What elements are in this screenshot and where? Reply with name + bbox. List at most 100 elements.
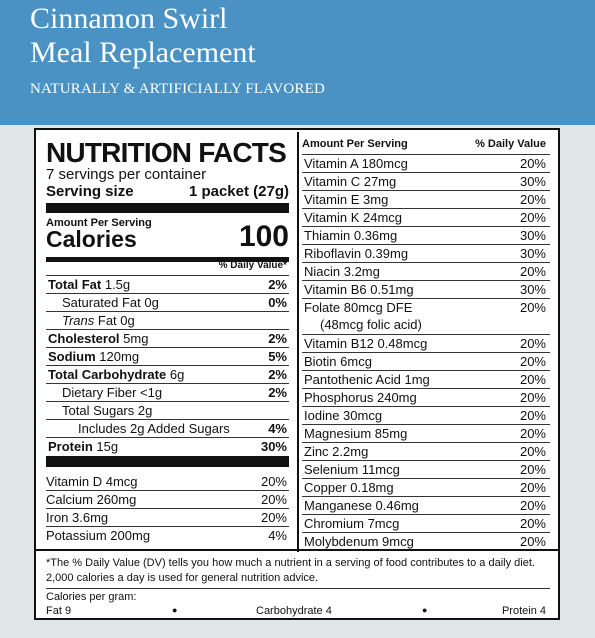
vitamin-dv: 20% — [519, 516, 546, 531]
vitamin-row: Molybdenum 9mcg 20% — [302, 532, 550, 550]
vitamin-dv: 20% — [519, 336, 546, 351]
vitamin-dv: 20% — [519, 408, 546, 423]
vitamin-dv: 20% — [519, 480, 546, 495]
vitamin-name: Vitamin K 24mcg — [304, 210, 403, 225]
nutrient-row: Total Carbohydrate 6g 2% — [46, 365, 289, 384]
vitamin-name: Niacin 3.2mg — [304, 264, 380, 279]
calories-value: 100 — [238, 220, 289, 253]
mineral-dv: 4% — [268, 528, 287, 543]
vitamin-row: Thiamin 0.36mg 30% — [302, 226, 550, 244]
vitamin-dv: 20% — [519, 264, 546, 279]
mineral-name: Iron 3.6mg — [46, 510, 109, 525]
nutrient-amount: <1g — [140, 385, 163, 400]
nutrient-dv: 5% — [268, 349, 287, 364]
vitamin-row: Zinc 2.2mg 20% — [302, 442, 550, 460]
mineral-name: Calcium 260mg — [46, 492, 137, 507]
vitamin-row: Vitamin B12 0.48mcg 20% — [302, 334, 550, 352]
footnote-divider — [46, 588, 550, 589]
thick-divider — [46, 203, 289, 213]
vitamin-name-detail: (48mcg folic acid) — [320, 317, 422, 332]
brand-header: Cinnamon Swirl Meal Replacement NATURALL… — [0, 0, 595, 125]
vitamin-dv: 30% — [519, 282, 546, 297]
vitamin-dv: 20% — [519, 462, 546, 477]
vitamin-dv: 30% — [519, 246, 546, 261]
carb-calories: Carbohydrate 4 — [256, 605, 332, 617]
vitamin-dv: 30% — [519, 174, 546, 189]
nutrient-row: Dietary Fiber <1g 2% — [46, 383, 289, 402]
footer-divider — [36, 549, 558, 551]
vitamin-name: Riboflavin 0.39mg — [304, 246, 409, 261]
servings-per-container: 7 servings per container — [46, 166, 207, 183]
mineral-row: Iron 3.6mg 20% — [46, 509, 289, 527]
separator-dot: ● — [172, 605, 178, 615]
vitamin-row: Chromium 7mcg 20% — [302, 514, 550, 532]
vitamin-dv: 20% — [519, 372, 546, 387]
nutrient-name: Cholesterol — [48, 331, 120, 346]
nutrient-dv: 2% — [268, 385, 287, 400]
mineral-row: Vitamin D 4mcg 20% — [46, 473, 289, 491]
nutrient-name: Saturated Fat — [62, 295, 141, 310]
nutrient-dv: 2% — [268, 331, 287, 346]
nutrient-amount: 0g — [144, 295, 159, 310]
vitamin-dv: 20% — [519, 192, 546, 207]
calories-label: Calories — [46, 226, 137, 252]
vitamin-name: Copper 0.18mg — [304, 480, 394, 495]
vitamin-row: Copper 0.18mg 20% — [302, 478, 550, 496]
flavor-tagline: NATURALLY & ARTIFICIALLY FLAVORED — [30, 81, 326, 97]
mineral-dv: 20% — [260, 492, 287, 507]
mineral-row: Potassium 200mg 4% — [46, 527, 289, 544]
nutrient-row: Total Sugars 2g — [46, 401, 289, 420]
vitamin-name: Folate 80mcg DFE — [304, 300, 413, 315]
serving-size-label: Serving size — [46, 183, 134, 200]
nutrient-dv: 2% — [268, 367, 287, 382]
vitamin-name: Molybdenum 9mcg — [304, 534, 414, 549]
daily-value-footnote: *The % Daily Value (DV) tells you how mu… — [46, 557, 535, 584]
column-divider — [297, 132, 299, 552]
nutrient-name: Sodium — [48, 349, 96, 364]
nutrient-name: Total Sugars — [62, 403, 135, 418]
thick-divider — [46, 456, 289, 467]
serving-size: Serving size 1 packet (27g) — [46, 182, 289, 202]
vitamin-row: Biotin 6mcg 20% — [302, 352, 550, 370]
nutrient-amount: 120mg — [99, 349, 140, 364]
product-title: Cinnamon Swirl — [30, 2, 228, 35]
vitamin-row: Vitamin E 3mg 20% — [302, 190, 550, 208]
vitamin-row: Vitamin B6 0.51mg 30% — [302, 280, 550, 298]
vitamin-row: Niacin 3.2mg 20% — [302, 262, 550, 280]
nutrient-row: Sodium 120mg 5% — [46, 347, 289, 366]
separator-dot: ● — [422, 605, 428, 615]
amount-per-serving-header: Amount Per Serving — [302, 138, 408, 150]
nutrient-row: Trans Fat 0g — [46, 311, 289, 330]
medium-divider — [46, 257, 289, 262]
nutrient-amount: Fat 0g — [97, 313, 135, 328]
vitamin-name: Phosphorus 240mg — [304, 390, 417, 405]
vitamin-dv: 20% — [519, 390, 546, 405]
daily-value-header: % Daily Value — [475, 138, 546, 150]
nutrient-row: Cholesterol 5mg 2% — [46, 329, 289, 348]
vitamin-row: Pantothenic Acid 1mg 20% — [302, 370, 550, 388]
vitamin-dv: 20% — [519, 354, 546, 369]
nutrient-name: Total Fat — [48, 277, 102, 292]
mineral-dv: 20% — [260, 474, 287, 489]
daily-value-header: % Daily Value* — [218, 260, 287, 271]
vitamin-name: Vitamin C 27mg — [304, 174, 397, 189]
nutrient-name: Protein — [48, 439, 93, 454]
vitamin-dv: 20% — [519, 300, 546, 315]
nutrient-amount: 2g — [137, 403, 153, 418]
vitamin-name: Vitamin E 3mg — [304, 192, 389, 207]
serving-size-value: 1 packet (27g) — [188, 183, 289, 200]
nutrition-facts-title: NUTRITION FACTS — [46, 137, 287, 168]
product-subtitle: Meal Replacement — [30, 36, 256, 69]
vitamin-name: Pantothenic Acid 1mg — [304, 372, 430, 387]
mineral-dv: 20% — [260, 510, 287, 525]
nutrient-amount: 5mg — [123, 331, 149, 346]
vitamin-row: Manganese 0.46mg 20% — [302, 496, 550, 514]
mineral-name: Potassium 200mg — [46, 528, 151, 543]
nutrient-name: Includes 2g Added Sugars — [78, 421, 230, 436]
nutrient-dv: 2% — [268, 277, 287, 292]
vitamin-row: Iodine 30mcg 20% — [302, 406, 550, 424]
vitamins-header: Amount Per Serving % Daily Value — [302, 138, 550, 152]
nutrient-name: Total Carbohydrate — [48, 367, 167, 382]
calories-per-gram-label: Calories per gram: — [46, 591, 137, 603]
vitamin-row: Vitamin K 24mcg 20% — [302, 208, 550, 226]
